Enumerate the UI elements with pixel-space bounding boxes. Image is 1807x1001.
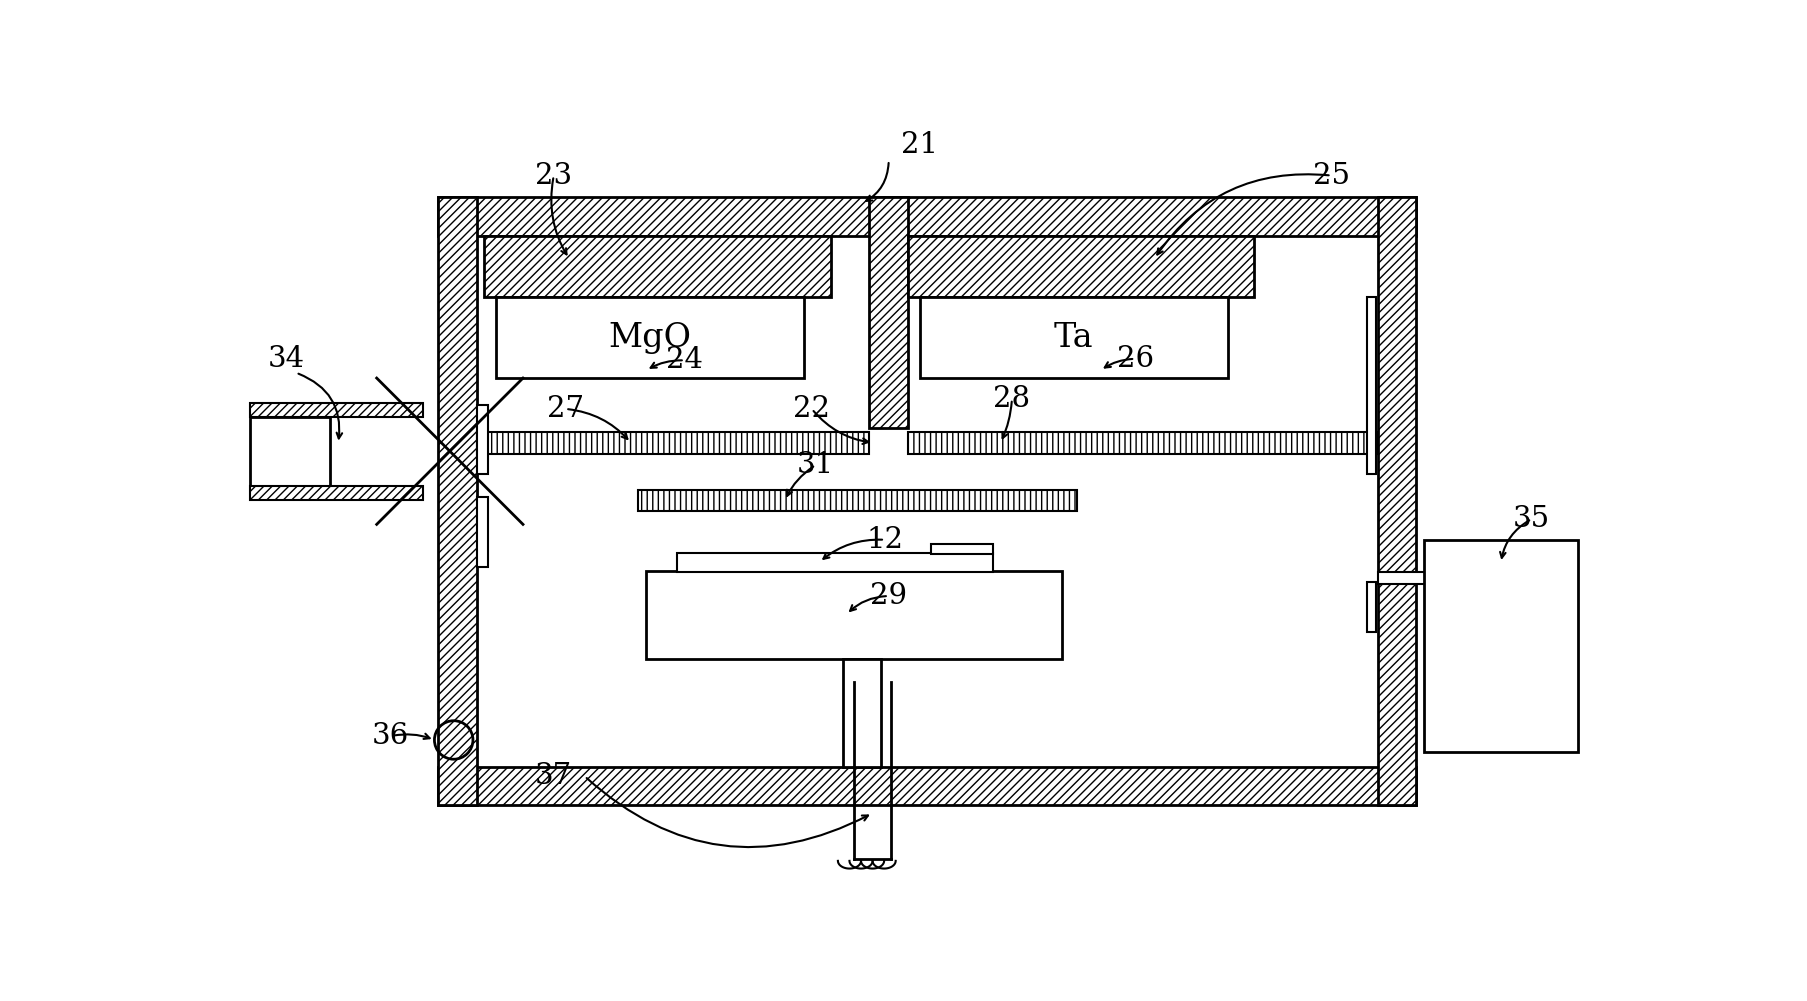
Bar (1377, 197, 1417, 806)
Bar (869, 197, 907, 428)
Bar (1366, 297, 1377, 474)
Text: 25: 25 (1314, 161, 1350, 189)
Bar (439, 197, 477, 806)
Text: 27: 27 (548, 394, 584, 422)
Bar (920, 297, 1227, 378)
Bar (497, 297, 804, 378)
Bar (842, 659, 882, 767)
Text: 26: 26 (1117, 344, 1153, 372)
Bar (1424, 540, 1578, 752)
Bar (931, 544, 992, 555)
Bar (439, 767, 1417, 806)
Bar (678, 553, 992, 573)
Bar (439, 197, 1417, 235)
Text: 35: 35 (1512, 505, 1550, 533)
Text: 21: 21 (902, 131, 938, 159)
Bar (647, 571, 1063, 659)
Text: 36: 36 (372, 722, 408, 750)
Text: 12: 12 (866, 526, 904, 554)
Bar (477, 432, 869, 453)
Text: Ta: Ta (1053, 321, 1093, 353)
Bar (249, 416, 331, 485)
Text: 29: 29 (871, 582, 907, 610)
Bar (1377, 573, 1433, 585)
Bar (907, 235, 1254, 297)
Text: 24: 24 (667, 346, 703, 374)
Bar (907, 432, 1377, 453)
Bar (477, 497, 488, 567)
Bar (477, 405, 488, 474)
Text: MgO: MgO (609, 321, 692, 353)
Text: 28: 28 (994, 384, 1030, 412)
Bar (484, 235, 831, 297)
Bar (249, 402, 423, 416)
Bar (638, 489, 1077, 512)
Text: 34: 34 (267, 344, 304, 372)
Bar (249, 485, 423, 499)
Text: 31: 31 (797, 451, 835, 479)
Text: 22: 22 (793, 394, 829, 422)
Bar (1366, 583, 1377, 633)
Text: 23: 23 (535, 161, 573, 189)
Text: 37: 37 (535, 762, 573, 790)
